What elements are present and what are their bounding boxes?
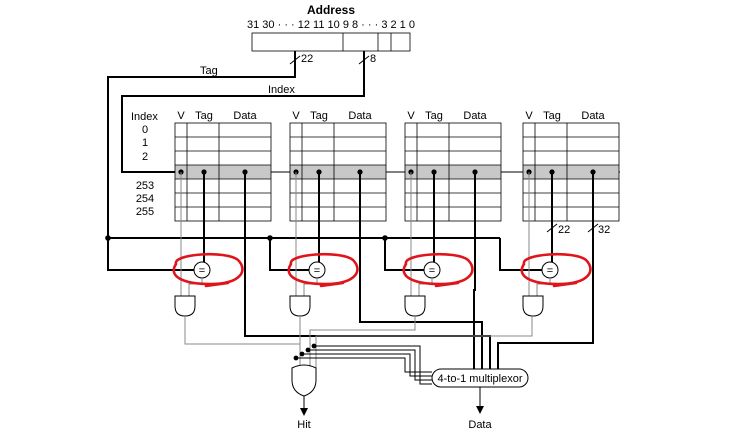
red-circle-annotations [172,252,592,288]
way-4-table [522,122,620,222]
index-row-255: 255 [136,206,154,218]
way-1-col-data: Data [233,110,257,122]
or-gate [291,364,317,397]
index-row-1: 1 [142,137,148,149]
way-2-col-data: Data [348,110,372,122]
way-4-red-circle [520,252,592,288]
way-2-and-gate [289,295,311,317]
address-bit-labels: 31 30 · · · 12 11 10 9 8 · · · 3 2 1 0 [247,19,415,31]
index-field-width: 8 [370,53,376,65]
way-3-selected-row [405,165,501,179]
way-2-table [289,122,387,222]
cache-way-4: V Tag Data = [522,110,620,317]
data-arrow-icon [476,406,484,414]
way-3-comparator-label: = [429,265,435,277]
data-bus-width: 32 [598,224,610,236]
way-2-comparator-label: = [314,265,320,277]
tag-bus-junction-1 [105,235,111,241]
way-3-table [404,122,502,222]
way-4-selected-row [523,165,619,179]
way-2-col-tag: Tag [310,110,328,122]
way-2-col-v: V [292,110,300,122]
hit-select-wires [184,316,533,385]
index-field-wire [121,51,370,173]
tag-field-label: Tag [200,65,218,77]
mux-label: 4-to-1 multiplexor [438,373,523,385]
way-4-and-gate [522,295,544,317]
way-1-selected-row [175,165,271,179]
cache-way-2: V Tag Data = [289,110,387,317]
way-1-comparator-label: = [199,265,205,277]
way-3-red-circle [402,252,474,288]
hit-label: Hit [297,419,310,431]
way-4-comparator-label: = [547,265,553,277]
cache-ways: V Tag Data = V Tag Data = V Tag Data = V Tag Data = [174,110,620,317]
data-output-label: Data [468,419,492,431]
tag-field-width: 22 [301,53,313,65]
way-1-and-gate [174,295,196,317]
way-1-col-tag: Tag [195,110,213,122]
index-row-254: 254 [136,193,154,205]
index-field-label: Index [268,84,295,96]
hit-arrow-icon [300,408,308,416]
way-4-col-tag: Tag [543,110,561,122]
tag-wire-comparator-4 [499,238,542,271]
way-1-col-v: V [177,110,185,122]
way-2-selected-row [290,165,386,179]
cache-way-1: V Tag Data = [174,110,272,317]
tag-wire-comparator-2 [269,238,311,271]
address-title: Address [307,3,355,17]
tag-bus-width: 22 [558,224,570,236]
way-3-col-tag: Tag [425,110,443,122]
way-1-table [174,122,272,222]
tag-field-wire [107,51,301,271]
cache-way-3: V Tag Data = [404,110,502,317]
index-row-2: 2 [142,151,148,163]
index-row-253: 253 [136,180,154,192]
way-1-red-circle [172,252,244,288]
way-3-and-gate [404,295,426,317]
index-row-0: 0 [142,124,148,136]
index-header: Index [131,111,158,123]
way-3-col-v: V [407,110,415,122]
address-register [251,32,411,52]
way-4-col-data: Data [581,110,605,122]
way-2-red-circle [287,252,359,288]
way-4-col-v: V [525,110,533,122]
way-3-col-data: Data [463,110,487,122]
tag-wire-comparator-3 [384,238,426,271]
